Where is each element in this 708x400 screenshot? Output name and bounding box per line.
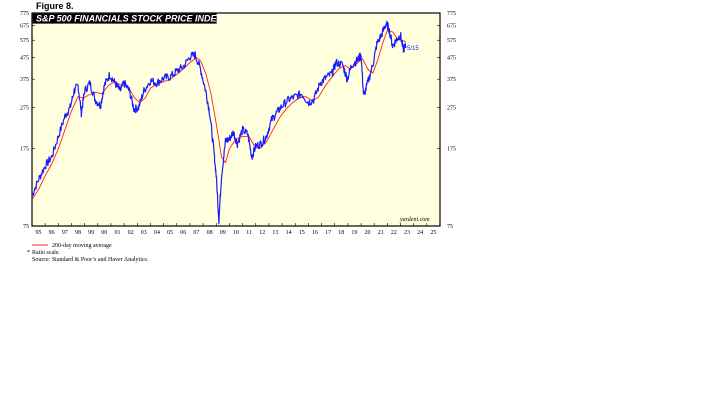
x-tick-label: 20 xyxy=(365,230,371,236)
x-tick-label: 16 xyxy=(312,230,318,236)
right-y-axis: 75 175 275 375 475 575 675 775 xyxy=(437,11,456,230)
y-tick-label-right: 375 xyxy=(447,77,456,83)
x-tick-label: 14 xyxy=(286,230,292,236)
x-tick-label: 22 xyxy=(391,230,397,236)
note-text: Ratio scale. xyxy=(32,250,60,256)
x-tick-label: 13 xyxy=(272,230,278,236)
x-tick-label: 04 xyxy=(154,230,160,236)
y-tick-label-left: 75 xyxy=(23,224,29,230)
x-tick-label: 07 xyxy=(193,230,199,236)
x-tick-label: 23 xyxy=(404,230,410,236)
x-tick-label: 18 xyxy=(338,230,344,236)
x-tick-label: 96 xyxy=(49,230,55,236)
y-tick-label-right: 475 xyxy=(447,56,456,62)
x-tick-label: 08 xyxy=(207,230,213,236)
y-tick-label-right: 275 xyxy=(447,105,456,111)
figure-label: Figure 8. xyxy=(36,1,74,11)
x-tick-label: 09 xyxy=(220,230,226,236)
x-tick-label: 98 xyxy=(75,230,81,236)
x-tick-label: 25 xyxy=(430,230,436,236)
x-tick-label: 12 xyxy=(259,230,265,236)
plot-area xyxy=(31,12,441,227)
x-tick-label: 01 xyxy=(114,230,120,236)
x-tick-label: 06 xyxy=(180,230,186,236)
title-bar xyxy=(32,13,217,24)
left-y-axis: 75 175 275 375 475 575 675 775 xyxy=(20,11,35,230)
x-tick-label: 15 xyxy=(299,230,305,236)
y-tick-label-right: 575 xyxy=(447,38,456,44)
y-tick-label-left: 775 xyxy=(20,11,29,17)
last-date-label: 5/15 xyxy=(407,46,419,52)
x-tick-label: 00 xyxy=(101,230,107,236)
x-tick-label: 10 xyxy=(233,230,239,236)
y-tick-label-right: 75 xyxy=(447,224,453,230)
series-layer xyxy=(31,20,407,225)
x-tick-label: 05 xyxy=(167,230,173,236)
x-tick-label: 19 xyxy=(351,230,357,236)
price-series-line xyxy=(31,20,407,225)
chart-title: S&P 500 FINANCIALS STOCK PRICE INDEX* xyxy=(36,14,227,24)
y-tick-label-left: 575 xyxy=(20,38,29,44)
source-text: Source: Standard & Poor’s and Haver Anal… xyxy=(32,257,149,263)
x-axis: 95 96 97 98 99 00 01 02 03 04 05 06 07 08 09 10 11 12 13 14… xyxy=(31,223,436,236)
x-tick-label: 95 xyxy=(36,230,42,236)
x-tick-label: 17 xyxy=(325,230,331,236)
x-tick-label: 11 xyxy=(246,230,252,236)
y-tick-label-left: 375 xyxy=(20,77,29,83)
x-tick-label: 97 xyxy=(62,230,68,236)
x-tick-label: 24 xyxy=(417,230,423,236)
y-tick-label-right: 775 xyxy=(447,11,456,17)
watermark: yardeni.com xyxy=(399,217,430,223)
y-tick-label-left: 175 xyxy=(20,147,29,153)
x-tick-label: 03 xyxy=(141,230,147,236)
x-tick-label: 99 xyxy=(88,230,94,236)
y-tick-label-right: 675 xyxy=(447,24,456,30)
legend-text: 200-day moving average xyxy=(52,243,112,249)
y-tick-label-left: 275 xyxy=(20,105,29,111)
x-tick-label: 02 xyxy=(128,230,134,236)
y-tick-label-right: 175 xyxy=(447,147,456,153)
y-tick-label-left: 675 xyxy=(20,24,29,30)
note-marker: * xyxy=(27,250,30,256)
x-tick-label: 21 xyxy=(378,230,384,236)
y-tick-label-left: 475 xyxy=(20,56,29,62)
